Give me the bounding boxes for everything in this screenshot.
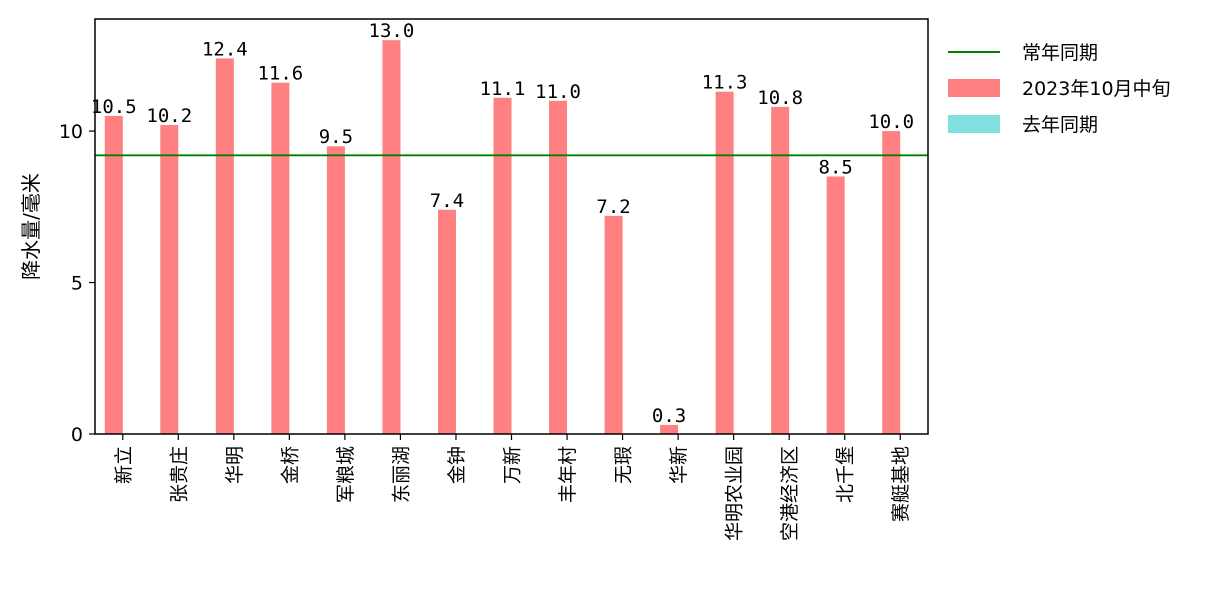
x-tick-label-0: 新立 xyxy=(113,446,135,484)
bar-value-label-2: 12.4 xyxy=(202,38,248,60)
bar-value-label-4: 9.5 xyxy=(319,126,353,148)
bar-value-label-14: 10.0 xyxy=(868,111,914,133)
legend-label-2: 去年同期 xyxy=(1022,114,1098,136)
bar-value-label-3: 11.6 xyxy=(257,63,303,85)
bar-current-1 xyxy=(160,125,179,435)
legend-label-0: 常年同期 xyxy=(1022,42,1098,64)
bar-value-label-6: 7.4 xyxy=(430,190,464,212)
bar-current-3 xyxy=(271,82,290,435)
bar-current-4 xyxy=(326,146,345,435)
bar-value-label-9: 7.2 xyxy=(596,196,630,218)
x-axis: 新立 张贵庄 华明 金桥 军粮城 东丽湖 金钟 万新 丰年村 无瑕 华新 华明农业园 空港经济区 北千堡 赛… xyxy=(113,434,912,541)
x-tick-label-6: 金钟 xyxy=(446,446,468,484)
legend-swatch-patch-2 xyxy=(948,115,1000,133)
bar-current-14 xyxy=(882,131,901,434)
x-tick-label-11: 华明农业园 xyxy=(724,446,746,541)
bar-value-label-11: 11.3 xyxy=(702,72,748,94)
bar-value-label-8: 11.0 xyxy=(535,81,581,103)
y-axis-title: 降水量/毫米 xyxy=(19,173,43,280)
x-tick-label-1: 张贵庄 xyxy=(168,446,190,503)
y-tick-label-2: 10 xyxy=(59,121,83,143)
bars-layer xyxy=(104,40,901,435)
legend-swatch-patch-1 xyxy=(948,79,1000,97)
x-tick-label-8: 丰年村 xyxy=(557,446,579,503)
bar-current-8 xyxy=(549,100,568,434)
x-tick-label-10: 华新 xyxy=(668,446,690,484)
bar-value-label-10: 0.3 xyxy=(652,405,686,427)
y-axis: 0 5 10 xyxy=(59,121,95,446)
bar-value-label-1: 10.2 xyxy=(146,105,192,127)
bar-value-label-13: 8.5 xyxy=(819,157,853,179)
bar-current-6 xyxy=(437,209,456,434)
bar-current-2 xyxy=(215,58,234,434)
x-tick-label-14: 赛艇基地 xyxy=(890,446,912,522)
bar-value-label-5: 13.0 xyxy=(369,20,415,42)
y-tick-label-1: 5 xyxy=(71,273,83,295)
bar-current-13 xyxy=(826,176,845,434)
x-tick-label-9: 无瑕 xyxy=(613,446,635,484)
bar-current-10 xyxy=(660,424,679,434)
x-tick-label-7: 万新 xyxy=(502,446,524,484)
bar-current-5 xyxy=(382,40,401,434)
x-tick-label-2: 华明 xyxy=(224,446,246,484)
bar-current-12 xyxy=(771,106,790,434)
bar-labels-layer: 10.5 10.2 12.4 11.6 9.5 13.0 7.4 11.1 11.0 7.2 0.3… xyxy=(91,20,914,427)
x-tick-label-4: 军粮城 xyxy=(335,446,357,503)
legend-label-1: 2023年10月中旬 xyxy=(1022,78,1171,100)
bar-value-label-12: 10.8 xyxy=(757,87,803,109)
bar-current-7 xyxy=(493,97,512,434)
x-tick-label-5: 东丽湖 xyxy=(390,446,412,503)
x-tick-label-3: 金桥 xyxy=(279,446,301,484)
bar-current-11 xyxy=(715,91,734,434)
bar-current-9 xyxy=(604,215,623,434)
bar-value-label-7: 11.1 xyxy=(480,78,526,100)
bar-current-0 xyxy=(104,115,123,435)
plot-frame xyxy=(94,18,929,435)
x-tick-label-12: 空港经济区 xyxy=(779,446,801,541)
x-tick-label-13: 北千堡 xyxy=(835,446,857,503)
y-tick-label-0: 0 xyxy=(71,424,83,446)
bar-value-label-0: 10.5 xyxy=(91,96,137,118)
